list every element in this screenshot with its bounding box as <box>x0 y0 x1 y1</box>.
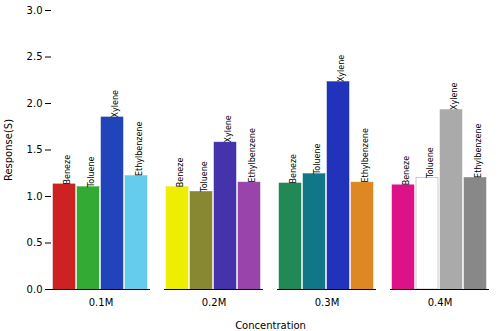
svg-text:2.0: 2.0 <box>27 98 43 109</box>
svg-text:0.0: 0.0 <box>27 284 43 295</box>
svg-text:Ethylbenzene: Ethylbenzene <box>474 123 483 177</box>
svg-text:Beneze: Beneze <box>176 158 185 188</box>
svg-text:0.4M: 0.4M <box>428 297 453 308</box>
svg-text:Toluene: Toluene <box>313 143 322 175</box>
svg-text:0.1M: 0.1M <box>89 297 114 308</box>
svg-text:Toluene: Toluene <box>87 156 96 188</box>
svg-text:0.5: 0.5 <box>27 237 43 248</box>
svg-text:2.5: 2.5 <box>27 51 43 62</box>
svg-text:Ethylbenzene: Ethylbenzene <box>248 128 257 182</box>
svg-text:Toluene: Toluene <box>426 147 435 179</box>
svg-text:Xylene: Xylene <box>224 115 233 142</box>
svg-text:Beneze: Beneze <box>402 156 411 186</box>
svg-text:1.5: 1.5 <box>27 144 43 155</box>
svg-text:Ethylbenzene: Ethylbenzene <box>361 128 370 182</box>
svg-text:Toluene: Toluene <box>200 161 209 193</box>
svg-text:Response(S): Response(S) <box>3 119 14 181</box>
svg-text:0.2M: 0.2M <box>202 297 227 308</box>
svg-text:Beneze: Beneze <box>63 155 72 185</box>
svg-text:Concentration: Concentration <box>235 320 306 331</box>
svg-text:Xylene: Xylene <box>450 83 459 110</box>
svg-text:Xylene: Xylene <box>111 90 120 117</box>
svg-text:Beneze: Beneze <box>289 154 298 184</box>
svg-text:Ethylbenzene: Ethylbenzene <box>135 122 144 176</box>
svg-text:3.0: 3.0 <box>27 5 43 16</box>
svg-text:1.0: 1.0 <box>27 191 43 202</box>
svg-text:Xylene: Xylene <box>337 55 346 82</box>
svg-text:0.3M: 0.3M <box>315 297 340 308</box>
